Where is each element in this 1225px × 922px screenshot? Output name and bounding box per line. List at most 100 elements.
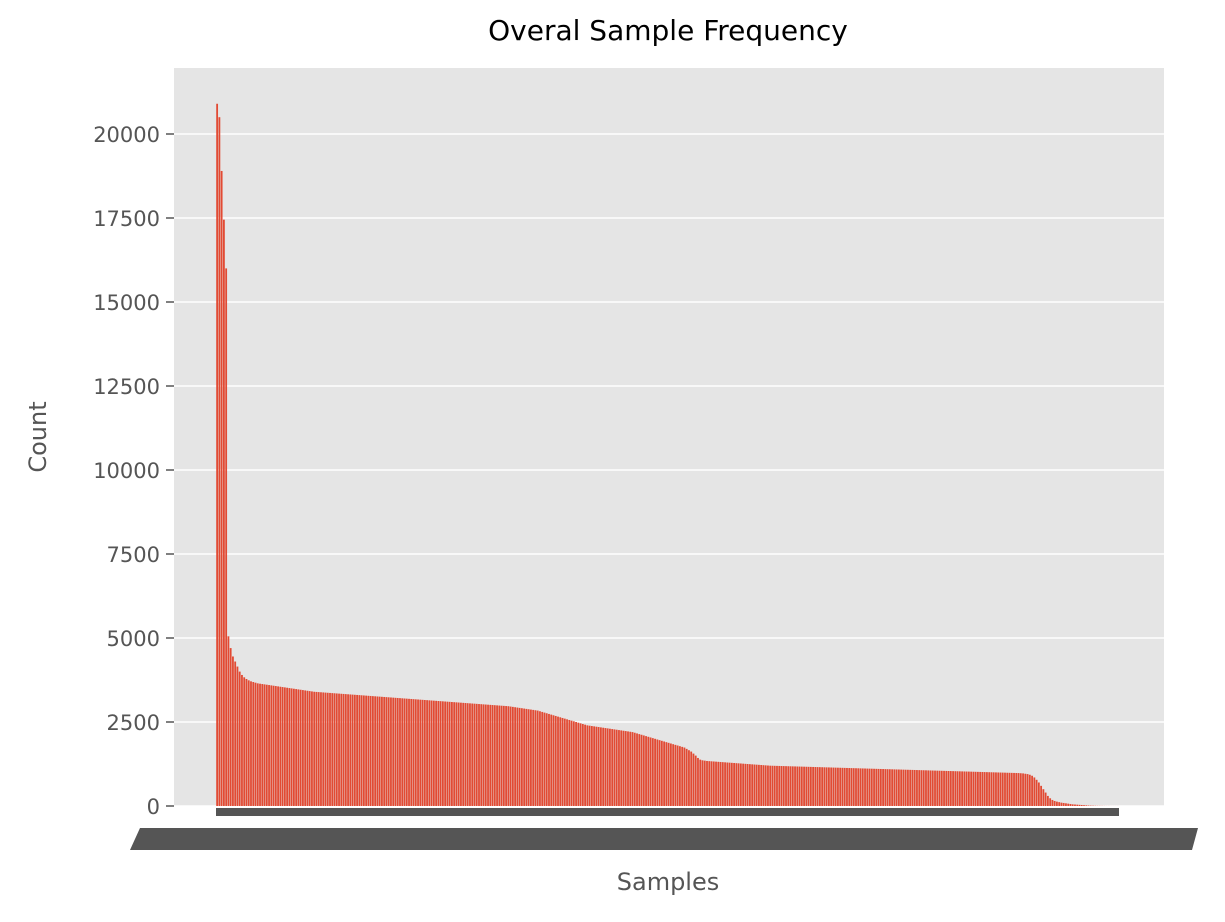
bar-10 [239, 672, 241, 806]
bar-191 [647, 737, 649, 806]
bar-163 [584, 725, 586, 806]
bar-13 [246, 679, 248, 806]
bar-82 [401, 698, 403, 806]
bar-322 [943, 771, 945, 806]
bar-96 [433, 701, 435, 806]
bar-75 [386, 697, 388, 806]
bar-219 [711, 761, 713, 806]
bar-216 [704, 761, 706, 806]
bar-377 [1067, 804, 1069, 806]
bar-376 [1065, 803, 1067, 806]
bar-238 [754, 765, 756, 806]
bar-285 [860, 768, 862, 806]
bar-342 [988, 772, 990, 806]
bar-192 [650, 737, 652, 806]
bar-252 [785, 766, 787, 806]
bar-214 [699, 760, 701, 806]
bar-187 [638, 734, 640, 806]
bar-359 [1027, 774, 1029, 806]
bar-91 [422, 700, 424, 806]
bar-65 [363, 695, 365, 806]
bar-151 [557, 717, 559, 806]
bar-169 [598, 727, 600, 806]
bar-272 [830, 767, 832, 806]
bar-119 [485, 705, 487, 806]
bar-193 [652, 738, 654, 806]
bar-67 [367, 696, 369, 806]
bar-290 [871, 769, 873, 806]
bar-212 [695, 756, 697, 806]
bar-134 [519, 708, 521, 806]
bar-89 [417, 699, 419, 806]
bar-104 [451, 702, 453, 806]
bar-120 [487, 705, 489, 806]
bar-39 [304, 690, 306, 806]
bar-211 [693, 754, 695, 806]
bar-40 [307, 691, 309, 806]
bar-299 [891, 769, 893, 806]
bar-251 [783, 766, 785, 806]
bar-52 [334, 693, 336, 806]
bar-294 [880, 769, 882, 806]
bar-296 [884, 769, 886, 806]
bar-16 [252, 682, 254, 806]
bar-321 [941, 771, 943, 806]
bar-98 [437, 701, 439, 806]
bar-325 [950, 771, 952, 806]
bar-41 [309, 691, 311, 806]
bar-265 [814, 767, 816, 806]
bar-232 [740, 763, 742, 806]
bar-33 [291, 688, 293, 806]
bar-207 [684, 748, 686, 806]
x-axis-tick-labels [130, 808, 1198, 850]
bar-58 [347, 694, 349, 806]
bar-210 [690, 752, 692, 806]
bar-357 [1022, 773, 1024, 806]
bar-309 [914, 770, 916, 806]
bar-48 [325, 693, 327, 806]
bar-318 [934, 771, 936, 806]
bar-215 [702, 760, 704, 806]
bar-122 [492, 705, 494, 806]
bar-353 [1013, 773, 1015, 806]
bar-27 [277, 686, 279, 806]
bar-70 [374, 696, 376, 806]
bar-101 [444, 702, 446, 806]
bar-308 [912, 770, 914, 806]
bar-383 [1081, 805, 1083, 806]
bar-149 [553, 715, 555, 806]
bar-258 [799, 767, 801, 806]
bar-223 [720, 762, 722, 806]
bar-218 [708, 761, 710, 806]
bar-372 [1056, 802, 1058, 806]
bar-221 [715, 762, 717, 806]
bar-270 [826, 767, 828, 806]
bar-350 [1006, 773, 1008, 806]
bar-42 [311, 691, 313, 806]
bar-340 [984, 772, 986, 806]
bar-165 [589, 726, 591, 806]
bar-43 [313, 692, 315, 806]
bar-159 [575, 722, 577, 806]
bar-306 [907, 770, 909, 806]
bar-367 [1045, 793, 1047, 806]
bar-287 [864, 769, 866, 806]
bar-235 [747, 764, 749, 806]
bar-355 [1018, 773, 1020, 806]
bar-365 [1040, 786, 1042, 806]
bar-142 [537, 711, 539, 806]
bar-74 [383, 697, 385, 806]
bar-386 [1088, 805, 1090, 806]
bar-66 [365, 696, 367, 806]
bar-59 [349, 694, 351, 806]
bar-55 [340, 694, 342, 806]
bar-269 [823, 767, 825, 806]
bar-255 [792, 766, 794, 806]
bar-116 [478, 704, 480, 806]
bar-80 [397, 698, 399, 806]
bar-242 [763, 765, 765, 806]
bar-345 [995, 772, 997, 806]
bar-181 [625, 731, 627, 806]
bar-360 [1029, 775, 1031, 806]
